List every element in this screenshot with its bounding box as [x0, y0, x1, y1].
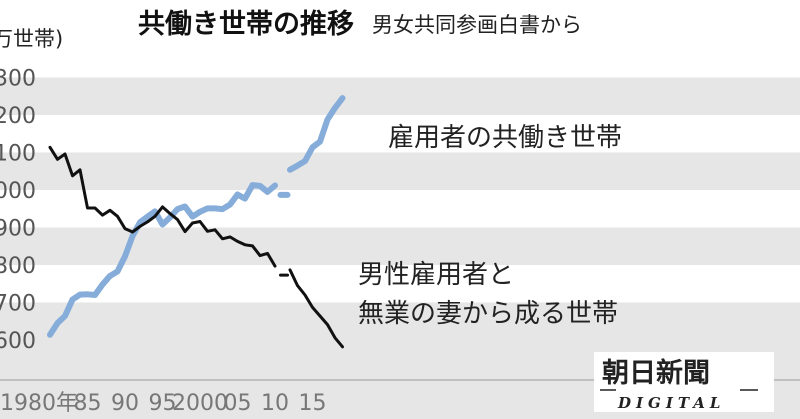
x-tick-label: 05: [224, 391, 252, 416]
x-tick-label: 15: [299, 391, 327, 416]
x-tick-label: 1980年: [0, 391, 78, 416]
y-tick-label: 1200: [0, 104, 36, 129]
logo-name-en: DIGITAL: [617, 394, 725, 412]
y-tick-label: 700: [0, 292, 36, 317]
series-line-segment: [288, 268, 344, 349]
series-label-single-earner-line1: 男性雇用者と: [358, 260, 514, 290]
y-unit-label: 万世帯): [0, 27, 63, 51]
grid-band: [0, 77, 800, 115]
x-tick-label: 85: [74, 391, 102, 416]
chart-title: 共働き世帯の推移: [138, 8, 354, 40]
y-tick-label: 1000: [0, 179, 36, 204]
plot-lines: [47, 95, 346, 349]
series-line-segment: [48, 145, 277, 268]
logo-name-ja: 朝日新聞: [602, 357, 710, 389]
x-tick-label: 10: [261, 391, 289, 416]
y-tick-label: 900: [0, 217, 36, 242]
series-label-dual-income: 雇用者の共働き世帯: [388, 123, 622, 153]
logo-backdrop: [594, 352, 774, 412]
y-axis: 600 700 800 900 1000 1100 1200 1300: [0, 67, 36, 355]
x-tick-label: 95: [149, 391, 177, 416]
x-tick-label: 90: [111, 391, 139, 416]
grid-band: [0, 302, 800, 340]
grid-band: [0, 152, 800, 190]
y-tick-label: 800: [0, 254, 36, 279]
y-tick-label: 1100: [0, 142, 36, 167]
series-line-segment: [47, 182, 278, 338]
series-label-single-earner-line2: 無業の妻から成る世帯: [358, 299, 618, 329]
grid-bands: [0, 77, 800, 419]
y-tick-label: 1300: [0, 67, 36, 92]
series-line-segment: [287, 95, 346, 173]
source-note: 男女共同参画白書から: [372, 13, 582, 37]
y-tick-label: 600: [0, 329, 36, 354]
x-tick-label: 2000: [172, 391, 228, 416]
